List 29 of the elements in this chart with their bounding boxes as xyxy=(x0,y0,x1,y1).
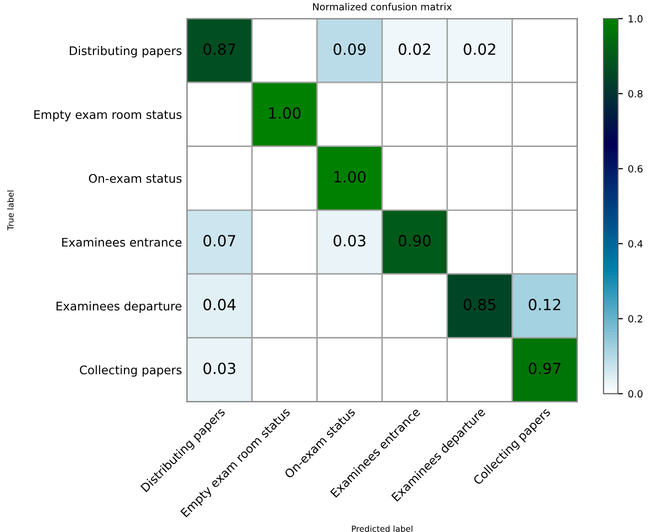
data-label: 0.87 xyxy=(203,43,236,55)
y-tick-label: Examinees departure xyxy=(56,301,182,313)
y-tick-label: On-exam status xyxy=(88,174,182,183)
data-label: 0.09 xyxy=(334,43,366,55)
data-label: 0.03 xyxy=(334,234,366,246)
data-label: 1.00 xyxy=(269,107,301,119)
y-tick-label: Empty exam room status xyxy=(34,110,182,122)
color-bar-label: 1.0 xyxy=(628,15,642,22)
color-bar-label: 0.8 xyxy=(628,90,642,98)
data-label: 0.03 xyxy=(203,362,236,374)
chart-title: Normalized confusion matrix xyxy=(313,2,452,10)
color-bar-label: 0.0 xyxy=(628,390,642,398)
color-bar-label: 0.6 xyxy=(628,165,643,172)
data-label: 0.90 xyxy=(398,234,431,246)
data-label: 0.85 xyxy=(464,298,496,310)
data-label: 0.07 xyxy=(203,234,236,246)
data-label: 1.00 xyxy=(334,171,366,183)
y-axis-title: True label xyxy=(7,190,14,230)
data-label: 0.04 xyxy=(203,298,236,310)
y-tick-label: Collecting papers xyxy=(80,365,182,377)
data-label: 0.02 xyxy=(464,43,496,55)
y-tick-label: Examinees entrance xyxy=(62,238,182,247)
data-label: 0.97 xyxy=(528,362,560,374)
x-axis-title: Predicted label xyxy=(352,525,412,532)
color-bar-label: 0.2 xyxy=(628,315,642,322)
data-label: 0.12 xyxy=(528,298,560,310)
y-tick-label: Distributing papers xyxy=(70,46,182,58)
data-label: 0.02 xyxy=(398,43,430,55)
color-bar-label: 0.4 xyxy=(628,240,643,248)
